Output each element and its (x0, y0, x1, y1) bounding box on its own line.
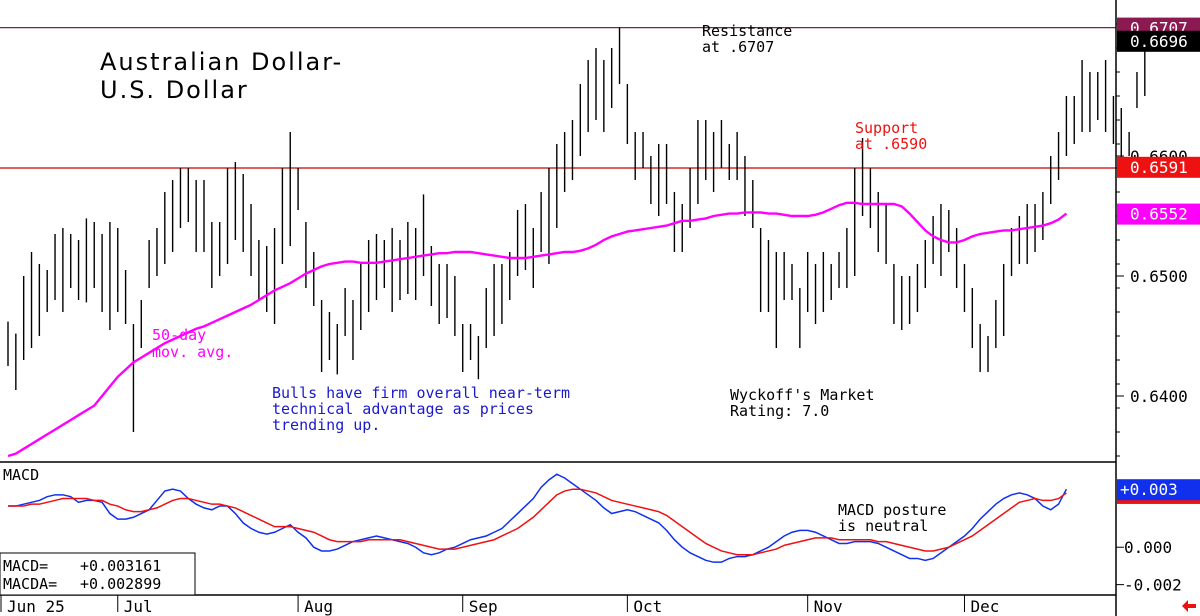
price-tag-box (1117, 203, 1200, 225)
moving-average-line (7, 201, 1068, 458)
bulls-text: trending up. (272, 416, 380, 434)
macd-posture-text: is neutral (838, 517, 928, 535)
resistance-text: at .6707 (702, 38, 774, 56)
ma-label-text: 50-day (152, 326, 206, 344)
price-tag-box (1117, 156, 1200, 178)
macd-readout-label: MACDA= (3, 575, 57, 593)
month-label: Oct (633, 597, 662, 616)
chart-title-line: Australian Dollar- (100, 48, 343, 76)
chart-title-line: U.S. Dollar (100, 76, 249, 104)
resistance-text: Resistance (702, 22, 792, 40)
macd-panel (8, 473, 1068, 563)
macd-tag-label: +0.003 (1120, 480, 1178, 499)
macd-y-tick-label: 0.000 (1124, 538, 1172, 557)
left-arrow-icon[interactable] (1182, 600, 1196, 612)
price-tag-label: 0.6552 (1130, 205, 1188, 224)
month-label: Jun 25 (7, 597, 65, 616)
macd-title: MACD (3, 466, 39, 484)
price-y-tick-label: 0.6500 (1130, 267, 1188, 286)
macd-y-tick-label: -0.002 (1124, 576, 1182, 595)
macd-readout-value: +0.003161 (80, 557, 161, 575)
macd-readout-label: MACD= (3, 557, 48, 575)
month-label: Dec (970, 597, 999, 616)
price-panel (0, 27, 1146, 458)
macd-tag-box (1117, 479, 1200, 501)
bulls-text: Bulls have firm overall near-term (272, 384, 570, 402)
month-label: Aug (304, 597, 333, 616)
left-arrow-shape (1182, 600, 1196, 612)
macd-series-line-1 (8, 488, 1067, 556)
price-tag-box (1117, 30, 1200, 52)
price-tag-label: 0.6696 (1130, 32, 1188, 51)
price-y-tick-label: 0.6400 (1130, 387, 1188, 406)
macd-posture-text: MACD posture (838, 501, 946, 519)
macd-series-line-0 (8, 473, 1068, 563)
annotation-layer: MACD MACD= +0.003161 MACDA= +0.002899 Austral… (0, 22, 1196, 612)
support-text: at .6590 (855, 135, 927, 153)
price-tag-label: 0.6591 (1130, 158, 1188, 177)
support-text: Support (855, 119, 918, 137)
month-label: Sep (469, 597, 498, 616)
wyckoff-text: Wyckoff's Market (730, 386, 875, 404)
month-label: Jul (124, 597, 153, 616)
bulls-text: technical advantage as prices (272, 400, 534, 418)
month-label: Nov (814, 597, 843, 616)
macd-readout-value: +0.002899 (80, 575, 161, 593)
macd-readout-box (0, 552, 196, 596)
ma-label-text: mov. avg. (152, 343, 233, 361)
wyckoff-text: Rating: 7.0 (730, 402, 829, 420)
